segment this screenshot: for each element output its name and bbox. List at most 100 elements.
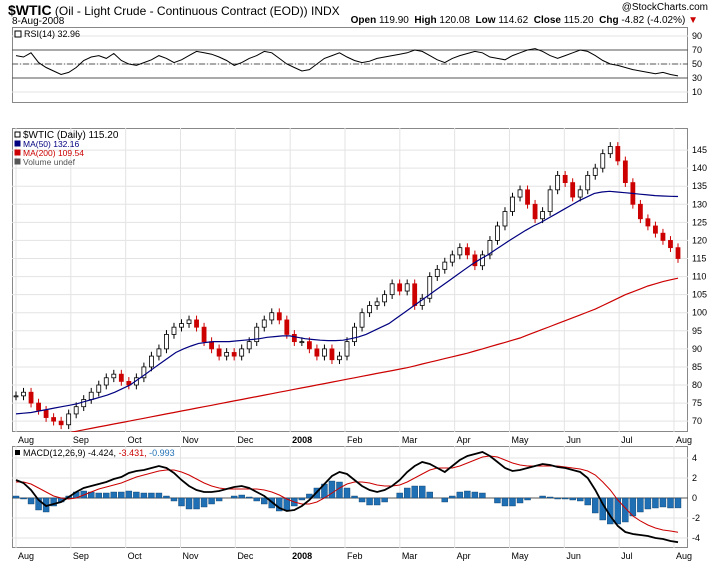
macd-histogram-bar <box>20 497 27 500</box>
macd-tick-label: -4 <box>692 533 700 543</box>
macd-histogram-bar <box>118 491 125 499</box>
price-candle-body <box>502 211 508 227</box>
price-tick-label: 70 <box>692 416 702 426</box>
macd-histogram-bar <box>328 480 336 499</box>
price-candle-body <box>615 146 621 162</box>
price-candle-body <box>299 341 305 344</box>
price-candle-body <box>179 323 184 328</box>
price-candle-body <box>209 341 214 350</box>
macd-histogram-bar <box>577 497 584 502</box>
price-candle-body <box>404 283 410 292</box>
price-candle-body <box>156 348 162 357</box>
price-tick-label: 95 <box>692 326 702 336</box>
price-candle-body <box>149 355 154 368</box>
macd-histogram-bar <box>298 497 306 501</box>
price-x-label: Apr <box>457 435 471 445</box>
rsi-line <box>15 48 679 77</box>
macd-histogram-bar <box>253 497 260 502</box>
price-candle-body <box>111 373 117 379</box>
macd-histogram-bar <box>261 497 268 505</box>
price-candle-body <box>449 254 455 263</box>
price-candle-body <box>412 283 418 306</box>
macd-histogram-bar <box>479 492 486 499</box>
rsi-panel: 90 70 50 30 10 RSI(14) 32.96 <box>12 27 702 103</box>
price-candle-body <box>374 301 380 306</box>
price-candle-body <box>216 348 222 357</box>
macd-legend-prefix: MACD(12,26,9) <box>23 448 88 458</box>
macd-signal-line <box>16 455 679 533</box>
price-candle-body <box>284 319 290 335</box>
macd-x-label: Sep <box>73 551 89 561</box>
price-candle-body <box>577 189 583 198</box>
macd-histogram-bar <box>155 492 163 499</box>
price-candle-body <box>480 254 485 267</box>
price-tick-label: 100 <box>692 308 707 318</box>
price-x-label: Feb <box>347 435 363 445</box>
macd-histogram-bar <box>501 497 509 507</box>
macd-histogram-bar <box>449 495 456 499</box>
price-tick-label: 85 <box>692 362 702 372</box>
macd-legend-value: -3.431, <box>119 448 150 458</box>
price-candle-body <box>668 240 673 249</box>
price-candle-body <box>427 276 433 299</box>
price-legend-label: $WTIC (Daily) 115.20 <box>23 130 119 141</box>
price-candle-body <box>36 402 41 411</box>
price-candle-body <box>194 319 199 328</box>
close-value: 115.20 <box>563 15 594 26</box>
price-legend-label: Volume undef <box>23 157 76 167</box>
chart-date: 8-Aug-2008 <box>12 16 65 27</box>
price-legend-swatch <box>14 149 21 156</box>
exchange: INDX <box>311 4 340 18</box>
price-candle-body <box>96 384 102 393</box>
price-candle-body <box>13 395 19 398</box>
macd-tick-label: 0 <box>692 493 697 503</box>
high-value: 120.08 <box>439 15 470 26</box>
price-candle-body <box>231 352 237 357</box>
price-legend-swatch <box>14 131 21 138</box>
macd-histogram-bar <box>569 497 576 501</box>
macd-histogram-bar <box>426 491 433 499</box>
price-x-label: Nov <box>182 435 199 445</box>
macd-x-label: Jun <box>566 551 581 561</box>
price-candle-body <box>585 174 591 191</box>
macd-histogram-bar <box>561 497 569 500</box>
macd-x-label: Jul <box>621 551 633 561</box>
price-candle-body <box>329 348 335 361</box>
chg-label: Chg <box>599 15 619 26</box>
copyright: @StockCharts.com <box>621 2 708 13</box>
price-tick-label: 115 <box>692 254 706 264</box>
rsi-legend-swatch <box>14 30 22 38</box>
price-candle-body <box>81 399 87 408</box>
price-candle-body <box>397 283 403 292</box>
macd-histogram-bar <box>283 497 291 511</box>
macd-x-label: Feb <box>347 551 363 561</box>
macd-histogram-bar <box>667 497 674 509</box>
price-tick-label: 135 <box>692 181 707 191</box>
price-candle-body <box>201 326 207 343</box>
price-tick-label: 110 <box>692 272 706 282</box>
price-candle-body <box>607 146 613 155</box>
price-candle-body <box>547 189 553 212</box>
price-candle-body <box>517 189 523 198</box>
macd-x-label: Oct <box>128 551 143 561</box>
price-candle-body <box>562 174 568 184</box>
macd-x-label: Aug <box>676 551 692 561</box>
macd-line <box>15 451 679 544</box>
macd-histogram-bar <box>464 490 471 499</box>
price-candle-body <box>73 406 79 415</box>
price-candle-body <box>592 167 598 176</box>
price-candle-body <box>254 326 260 343</box>
price-candle-body <box>291 334 297 343</box>
macd-histogram-bar <box>652 497 659 509</box>
macd-histogram-bar <box>494 497 501 504</box>
macd-x-label: Nov <box>182 551 199 561</box>
macd-histogram-bar <box>358 497 366 503</box>
macd-histogram-bar <box>584 497 591 506</box>
price-ma200-line <box>69 277 679 432</box>
macd-histogram-bar <box>200 497 208 508</box>
macd-tick-label: 2 <box>692 473 697 483</box>
price-x-label: Dec <box>237 435 254 445</box>
macd-histogram-bar <box>246 496 253 499</box>
macd-histogram-bar <box>419 485 426 499</box>
price-candle-body <box>186 319 192 324</box>
